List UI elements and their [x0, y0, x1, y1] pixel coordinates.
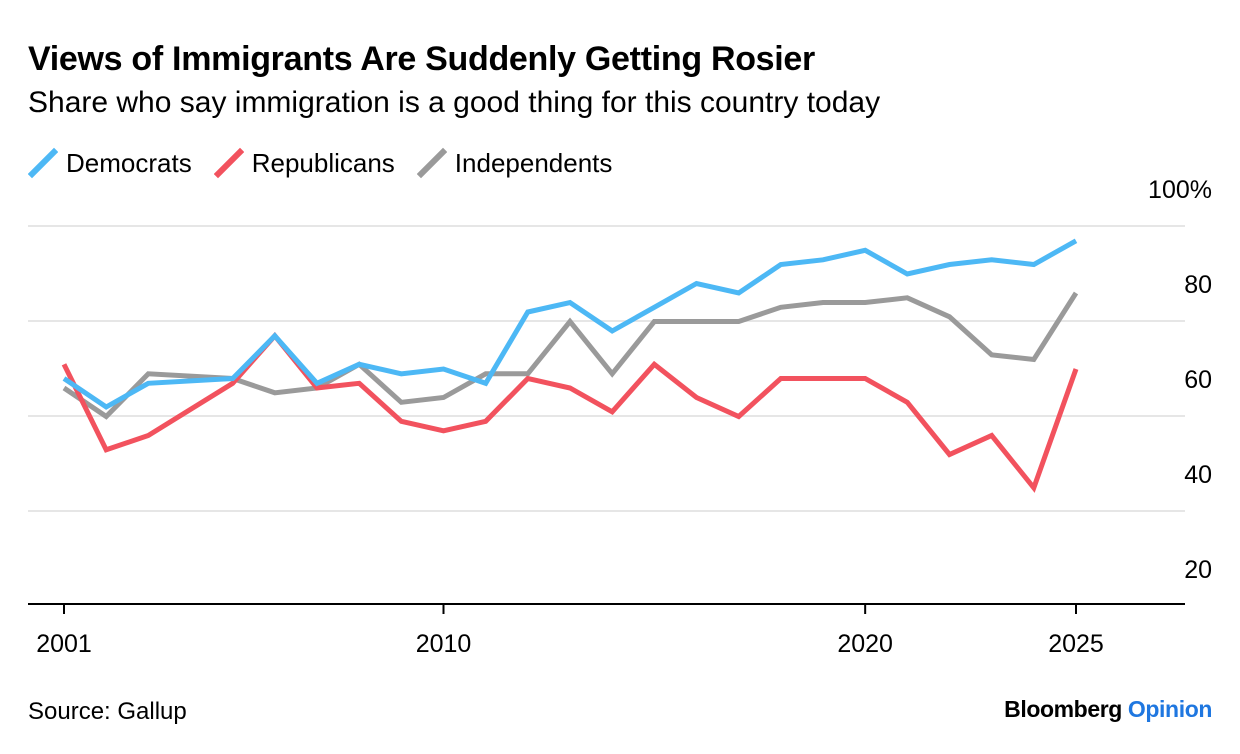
data-point-democrats-2012 [525, 310, 530, 315]
data-point-republicans-2014 [610, 409, 615, 414]
brand-main: Bloomberg [1004, 696, 1122, 722]
legend: Democrats Republicans Independents [28, 146, 634, 180]
data-point-democrats-2015 [652, 305, 657, 310]
data-point-independents-2021 [905, 295, 910, 300]
data-point-democrats-2003 [146, 381, 151, 386]
data-point-independents-2022 [947, 314, 952, 319]
data-point-democrats-2024 [1031, 262, 1036, 267]
legend-item-democrats: Democrats [28, 146, 192, 180]
data-point-democrats-2007 [315, 381, 320, 386]
data-point-independents-2025 [1074, 291, 1079, 296]
data-point-republicans-2011 [483, 419, 488, 424]
data-point-democrats-2025 [1074, 238, 1079, 243]
data-point-independents-2011 [483, 371, 488, 376]
data-point-republicans-2018 [778, 376, 783, 381]
data-point-republicans-2005 [230, 381, 235, 386]
data-point-democrats-2014 [610, 329, 615, 334]
data-point-independents-2013 [568, 319, 573, 324]
data-point-independents-2015 [652, 319, 657, 324]
x-tick-label-2001: 2001 [36, 630, 92, 658]
data-point-independents-2003 [146, 371, 151, 376]
data-point-republicans-2009 [399, 419, 404, 424]
data-point-independents-2010 [441, 395, 446, 400]
data-point-republicans-2024 [1031, 485, 1036, 490]
data-point-republicans-2010 [441, 428, 446, 433]
data-point-republicans-2019 [821, 376, 826, 381]
data-point-democrats-2023 [989, 257, 994, 262]
y-tick-label-20: 20 [1184, 556, 1212, 584]
data-point-democrats-2017 [736, 291, 741, 296]
x-tick-label-2010: 2010 [416, 630, 472, 658]
legend-item-independents: Independents [416, 146, 613, 180]
data-point-independents-2020 [863, 300, 868, 305]
data-point-independents-2008 [357, 362, 362, 367]
data-point-independents-2023 [989, 352, 994, 357]
chart-title: Views of Immigrants Are Suddenly Getting… [28, 40, 815, 78]
legend-label-republicans: Republicans [251, 147, 395, 178]
data-point-republicans-2016 [694, 395, 699, 400]
data-point-democrats-2018 [778, 262, 783, 267]
data-point-independents-2012 [525, 371, 530, 376]
legend-item-republicans: Republicans [213, 146, 395, 180]
legend-swatch-independents [416, 147, 447, 179]
data-point-independents-2024 [1031, 357, 1036, 362]
data-point-republicans-2017 [736, 414, 741, 419]
data-point-democrats-2019 [821, 257, 826, 262]
series-line-democrats [62, 238, 1078, 410]
data-point-independents-2002 [104, 414, 109, 419]
data-point-independents-2017 [736, 319, 741, 324]
data-point-republicans-2002 [104, 447, 109, 452]
y-tick-label-40: 40 [1184, 461, 1212, 489]
data-point-democrats-2020 [863, 248, 868, 253]
y-tick-label-60: 60 [1184, 366, 1212, 394]
data-point-independents-2009 [399, 400, 404, 405]
legend-swatch-republicans [213, 147, 244, 179]
data-point-democrats-2013 [568, 300, 573, 305]
data-point-independents-2005 [230, 376, 235, 381]
legend-label-democrats: Democrats [66, 147, 192, 178]
data-point-republicans-2006 [272, 333, 277, 338]
data-point-independents-2016 [694, 319, 699, 324]
brand-accent: Opinion [1127, 696, 1212, 722]
chart-subtitle: Share who say immigration is a good thin… [28, 86, 881, 119]
data-point-republicans-2012 [525, 376, 530, 381]
data-point-republicans-2020 [863, 376, 868, 381]
data-point-independents-2007 [315, 386, 320, 391]
data-point-independents-2019 [821, 300, 826, 305]
data-point-democrats-2002 [104, 405, 109, 410]
data-point-democrats-2021 [905, 272, 910, 277]
series-line-republicans [61, 331, 1079, 493]
data-point-republicans-2003 [146, 433, 151, 438]
data-point-republicans-2001 [62, 362, 67, 367]
data-point-democrats-2016 [694, 281, 699, 286]
data-point-independents-2001 [62, 386, 67, 391]
data-point-independents-2006 [272, 390, 277, 395]
data-point-democrats-2009 [399, 371, 404, 376]
data-point-democrats-2022 [947, 262, 952, 267]
data-point-republicans-2021 [905, 400, 910, 405]
data-point-independents-2014 [610, 371, 615, 376]
data-point-independents-2018 [778, 305, 783, 310]
y-tick-label-100: 100% [1148, 176, 1212, 204]
data-point-republicans-2015 [652, 362, 657, 367]
y-tick-label-80: 80 [1184, 271, 1212, 299]
x-tick-label-2020: 2020 [837, 630, 893, 658]
data-point-democrats-2010 [441, 367, 446, 372]
x-tick-label-2025: 2025 [1048, 630, 1104, 658]
data-point-republicans-2025 [1074, 367, 1079, 372]
data-point-republicans-2022 [947, 452, 952, 457]
legend-swatch-democrats [28, 147, 58, 179]
data-point-republicans-2013 [568, 386, 573, 391]
data-point-republicans-2008 [357, 381, 362, 386]
data-point-republicans-2023 [989, 433, 994, 438]
brand-logo: Bloomberg Opinion [1004, 696, 1212, 723]
series-line-independents [62, 291, 1079, 420]
data-point-democrats-2011 [483, 381, 488, 386]
source-note: Source: Gallup [28, 698, 187, 725]
data-point-democrats-2001 [62, 376, 67, 381]
legend-label-independents: Independents [454, 147, 613, 178]
